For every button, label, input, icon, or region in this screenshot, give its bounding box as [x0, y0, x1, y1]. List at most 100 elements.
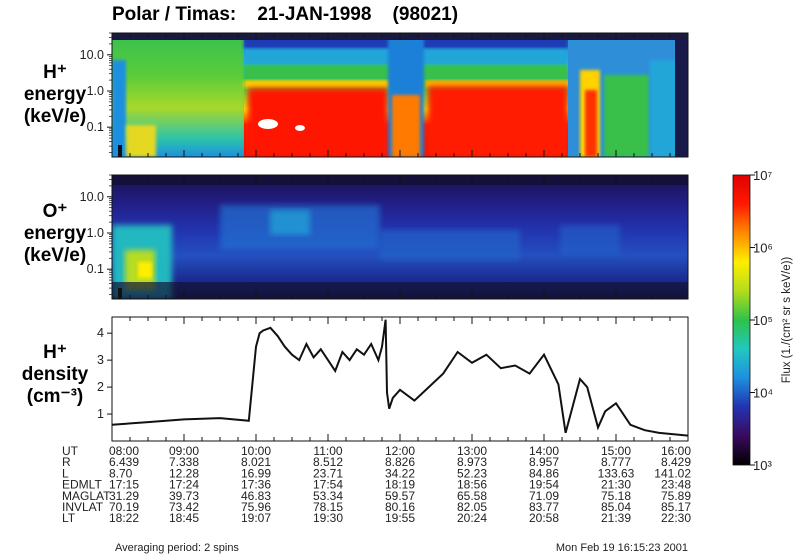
ephemeris-value: 15:00	[601, 444, 631, 458]
ephemeris-value: 80.16	[385, 500, 415, 514]
ephemeris-value: 46.83	[241, 489, 271, 503]
ephemeris-value: 10:00	[241, 444, 271, 458]
hplus-end-dark	[675, 33, 688, 157]
ephemeris-value: 8.973	[457, 455, 487, 469]
ephemeris-row-label: UT	[62, 444, 79, 458]
averaging-period-note: Averaging period: 2 spins	[115, 542, 239, 554]
timestamp-note: Mon Feb 19 16:15:23 2001	[556, 542, 688, 554]
ephemeris-value: 21:30	[601, 478, 631, 492]
hplus-missing-data-mark	[118, 145, 122, 157]
ephemeris-value: 18:22	[109, 511, 139, 525]
panel-label-hplus-density: H⁺ density (cm⁻³)	[22, 342, 89, 407]
density-panel-frame	[111, 316, 689, 442]
ephemeris-value: 12.28	[169, 466, 199, 480]
ephemeris-row-label: EDMLT	[62, 478, 102, 492]
density-tick-label: 1	[97, 407, 104, 421]
oplus-cyan-patch	[380, 230, 520, 260]
hplus-late-green	[604, 75, 649, 157]
ephemeris-row-label: LT	[62, 511, 76, 525]
ephemeris-value: 17:15	[109, 478, 139, 492]
energy-tick-label: 10.0	[80, 48, 104, 62]
ephemeris-value: 85.17	[661, 500, 691, 514]
ephemeris-value: 75.96	[241, 500, 271, 514]
hplus-yellow-band	[425, 80, 570, 88]
hplus-yellow-band	[244, 80, 390, 88]
hplus-saturated-spot	[295, 125, 305, 131]
ephemeris-value: 6.439	[109, 455, 139, 469]
ephemeris-value: 20:58	[529, 511, 559, 525]
ephemeris-value: 19:55	[385, 511, 415, 525]
ephemeris-value: 75.18	[601, 489, 631, 503]
ephemeris-value: 8.70	[109, 466, 133, 480]
ephemeris-value: 22:30	[661, 511, 691, 525]
ephemeris-row-label: R	[62, 455, 71, 469]
density-line	[111, 319, 689, 437]
ephemeris-value: 31.29	[109, 489, 139, 503]
ephemeris-value: 7.338	[169, 455, 199, 469]
ephemeris-value: 19:07	[241, 511, 271, 525]
oplus-cyan-patch	[560, 225, 620, 255]
colorbar-ticks: 10⁷ 10⁶ 10⁵ 10⁴ 10³	[750, 168, 773, 473]
colorbar-label: Flux (1./(cm² sr s keV/e))	[781, 257, 793, 384]
panel-label-line: (keV/e)	[24, 106, 86, 127]
hplus-start-strip	[112, 60, 126, 157]
time-axis-ticks	[111, 33, 689, 441]
ephemeris-value: 8.826	[385, 455, 415, 469]
ephemeris-value: 18:56	[457, 478, 487, 492]
ephemeris-value: 8.512	[313, 455, 343, 469]
ephemeris-table: UTRLEDMLTMAGLATINVLATLT08:006.4398.7017:…	[62, 444, 691, 525]
ephemeris-value: 13:00	[457, 444, 487, 458]
ephemeris-value: 53.34	[313, 489, 343, 503]
ephemeris-value: 19:30	[313, 511, 343, 525]
ephemeris-row-label: MAGLAT	[62, 489, 111, 503]
energy-tick-label: 0.1	[87, 262, 104, 276]
panel-label-line: O⁺	[43, 201, 68, 222]
panel-label-oplus-energy: O⁺ energy (keV/e)	[24, 201, 87, 266]
density-axis-ticks: 4 3 2 1	[97, 326, 112, 421]
ephemeris-value: 70.19	[109, 500, 139, 514]
ephemeris-value: 78.15	[313, 500, 343, 514]
ephemeris-value: 8.429	[661, 455, 691, 469]
colorbar-tick-label: 10⁶	[753, 241, 773, 256]
energy-tick-label: 1.0	[87, 226, 104, 240]
ephemeris-value: 23.71	[313, 466, 343, 480]
oplus-spectrogram	[112, 175, 688, 299]
hplus-red-core-2	[428, 86, 568, 157]
energy-tick-label: 1.0	[87, 84, 104, 98]
colorbar-tick-label: 10⁴	[753, 386, 773, 401]
ephemeris-value: 09:00	[169, 444, 199, 458]
ephemeris-value: 19:54	[529, 478, 559, 492]
energy-axis-ticks: 10.0 1.0 0.1 10.0 1.0 0.1	[80, 32, 112, 295]
ephemeris-value: 21:39	[601, 511, 631, 525]
ephemeris-value: 133.63	[598, 466, 635, 480]
ephemeris-value: 85.04	[601, 500, 631, 514]
hplus-low-energy-yellow	[126, 125, 156, 157]
ephemeris-value: 83.77	[529, 500, 559, 514]
hplus-saturated-spot	[258, 119, 278, 129]
ephemeris-value: 8.021	[241, 455, 271, 469]
ephemeris-value: 20:24	[457, 511, 487, 525]
ephemeris-value: 17:24	[169, 478, 199, 492]
ephemeris-value: 8.777	[601, 455, 631, 469]
panel-label-line: energy	[24, 84, 87, 105]
ephemeris-value: 18:19	[385, 478, 415, 492]
colorbar-tick-label: 10⁵	[753, 313, 773, 328]
ephemeris-value: 08:00	[109, 444, 139, 458]
hplus-dropout-orange	[392, 95, 420, 157]
ephemeris-value: 65.58	[457, 489, 487, 503]
density-tick-label: 4	[97, 326, 104, 340]
colorbar	[732, 174, 751, 466]
ephemeris-value: 34.22	[385, 466, 415, 480]
ephemeris-value: 71.09	[529, 489, 559, 503]
ephemeris-value: 39.73	[169, 489, 199, 503]
figure-title: Polar / Timas: 21-JAN-1998 (98021)	[112, 4, 458, 25]
panel-label-line: energy	[24, 223, 87, 244]
ephemeris-value: 75.89	[661, 489, 691, 503]
ephemeris-value: 73.42	[169, 500, 199, 514]
ephemeris-value: 17:36	[241, 478, 271, 492]
ephemeris-row-label: L	[62, 466, 69, 480]
ephemeris-value: 8.957	[529, 455, 559, 469]
ephemeris-value: 59.57	[385, 489, 415, 503]
oplus-low-energy-core	[138, 262, 152, 278]
energy-tick-label: 10.0	[80, 190, 104, 204]
